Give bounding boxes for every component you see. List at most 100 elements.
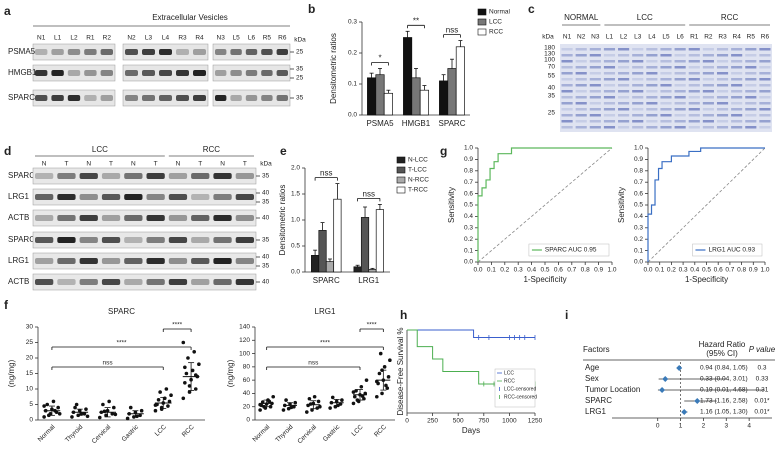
lane-label: N (86, 161, 91, 168)
gel-band (731, 48, 743, 51)
bar (383, 92, 393, 116)
gel-band (632, 126, 644, 129)
x-tick-label: 0 (405, 418, 409, 425)
marker-label: 100 (544, 57, 555, 64)
row-label: HMGB1 (8, 68, 37, 77)
gel-band (561, 78, 573, 81)
gel-band (688, 72, 700, 75)
x-tick-label: 0.2 (500, 267, 509, 274)
band (168, 237, 188, 243)
band (191, 215, 210, 221)
legend-label: LRG1 AUC 0.93 (708, 247, 755, 254)
point (378, 351, 383, 356)
band (276, 70, 288, 76)
y-tick-label: 1.0 (634, 145, 643, 152)
point (340, 398, 344, 402)
band (193, 49, 206, 55)
significance: **** (172, 322, 183, 329)
point (85, 414, 90, 419)
lane-label: L6 (248, 35, 256, 42)
gel-band (702, 54, 714, 57)
lane-label: R6 (278, 35, 287, 42)
gel-band (688, 96, 700, 99)
marker-label: 40 (262, 215, 270, 222)
lane-label: N (42, 161, 47, 168)
lane-label: R3 (178, 35, 187, 42)
point (74, 402, 79, 407)
gel-band (603, 90, 616, 93)
gel-band (589, 102, 601, 105)
gel-band (660, 48, 672, 51)
marker-label: 35 (262, 199, 270, 206)
lane-label: N (131, 161, 136, 168)
band (57, 194, 76, 200)
unit-label: kDa (260, 161, 272, 168)
gel-band (674, 84, 686, 87)
point (284, 398, 288, 402)
marker-label: 35 (262, 173, 270, 180)
y-tick-label: 0.6 (464, 190, 473, 197)
gel-band (731, 102, 743, 105)
gel-band (660, 108, 672, 111)
gel-band (646, 114, 658, 117)
x-tick-label: 250 (427, 418, 438, 425)
point (380, 391, 384, 396)
band (35, 258, 54, 264)
gel-band (716, 72, 729, 75)
gel-band (589, 96, 601, 99)
point (51, 399, 56, 404)
y-tick-label: 120 (239, 337, 250, 344)
row-label: Age (585, 363, 600, 372)
x-tick-label: 0.5 (540, 267, 549, 274)
point (186, 356, 190, 360)
legend-swatch (477, 28, 487, 36)
gel-band (688, 102, 700, 105)
point (386, 375, 391, 379)
gel-band (702, 102, 714, 105)
gel-band (731, 90, 743, 93)
band (101, 258, 121, 264)
lane-label: T (109, 161, 113, 168)
y-tick-label: 0.5 (634, 202, 643, 209)
band (215, 95, 227, 101)
gel-band (618, 78, 630, 81)
gel-band (561, 72, 573, 75)
x-tick-label: 1.0 (760, 267, 769, 274)
gel-band (688, 54, 700, 57)
unit-label: kDa (542, 34, 554, 41)
band (101, 215, 121, 221)
marker-label: 25 (296, 75, 304, 82)
blot-bg (32, 64, 116, 82)
gel-band (716, 54, 729, 57)
y-tick-label: 0.8 (634, 168, 643, 175)
band (168, 215, 188, 221)
gel-band (688, 126, 700, 129)
band (124, 173, 143, 179)
gel-band (575, 60, 587, 63)
gel-band (589, 54, 601, 57)
value-label: 1.73 (1.16, 2.58) (700, 398, 748, 405)
bar (353, 266, 362, 273)
marker-label: 70 (548, 64, 556, 71)
panel-label: a (4, 4, 11, 18)
panel-label: d (4, 144, 11, 158)
band (57, 279, 76, 285)
band (84, 70, 97, 76)
gel-band (589, 120, 601, 123)
band (235, 215, 254, 221)
x-tick-label: 0.9 (594, 267, 603, 274)
band (67, 70, 81, 76)
gel-band (603, 72, 616, 75)
column-header: P value (749, 345, 776, 354)
x-tick-label: HMGB1 (402, 119, 431, 128)
gel-band (589, 84, 601, 87)
bar (419, 89, 429, 116)
row-label: LRG1 (8, 192, 29, 201)
gel-band (745, 126, 757, 129)
x-tick-label: RCC (181, 423, 196, 438)
gel-band (589, 78, 601, 81)
band (146, 215, 165, 221)
gel-band (688, 48, 700, 51)
roc-curve (477, 147, 612, 262)
point (181, 396, 186, 401)
